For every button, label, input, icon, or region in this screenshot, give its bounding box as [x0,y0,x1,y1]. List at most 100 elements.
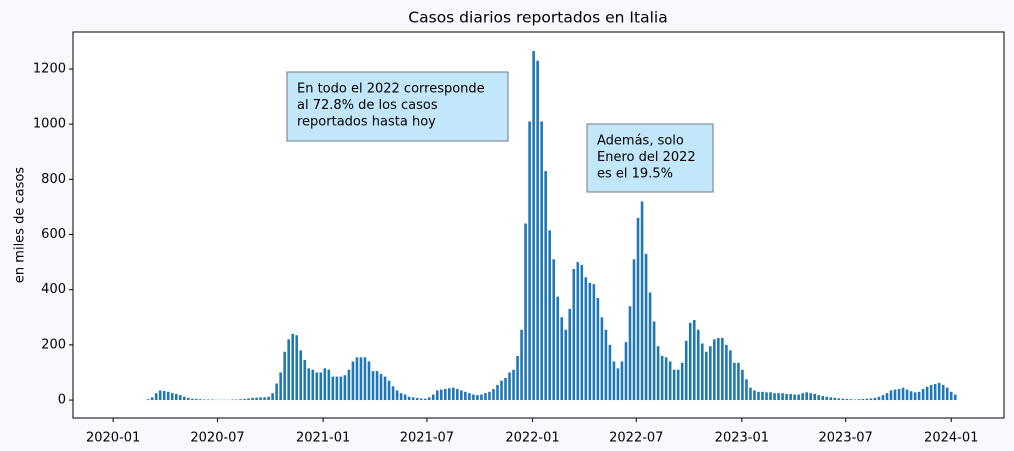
y-tick-label: 400 [41,282,66,297]
bar [789,393,792,401]
bar [460,390,463,401]
bar [676,369,680,401]
bar [355,357,359,401]
bar [568,309,572,401]
bar [709,346,712,401]
bar [905,389,909,401]
bar [484,393,487,401]
bar [439,389,443,401]
bar [174,393,178,401]
bar [548,230,551,401]
bar [476,395,479,401]
bar [391,386,395,401]
bar [399,393,403,401]
bar [540,121,543,401]
bar [500,380,503,401]
bar [339,376,343,401]
y-tick-label: 1200 [33,61,66,76]
bar [335,376,339,401]
bar [725,344,728,401]
bar [315,372,319,401]
bar [829,397,833,401]
bar [765,392,768,401]
bar [178,395,182,401]
bar [323,368,327,401]
bar [672,369,676,401]
x-tick-label: 2021-07 [400,431,454,446]
y-tick-label: 200 [41,337,66,352]
plot-frame [72,31,1005,419]
bar [472,394,475,401]
bar [885,393,889,401]
bar [881,395,885,401]
bar [556,296,560,401]
bar [191,398,194,401]
bar [464,391,467,401]
bar [620,361,624,401]
bar [207,399,210,401]
bar [532,51,535,401]
x-tick-label: 2022-07 [609,431,663,446]
bar [845,398,849,401]
bar [379,373,383,401]
bar [913,392,917,401]
annotation-text: es el 19.5% [597,167,673,182]
bar [520,329,523,401]
bar [741,369,744,401]
bar [395,390,399,401]
bar [259,397,262,401]
x-tick-label: 2020-07 [190,431,244,446]
bar [158,390,162,401]
y-tick-label: 1000 [33,117,66,132]
bar [403,394,407,401]
bar [917,391,921,401]
bar [596,297,600,401]
bar [933,384,937,401]
bar [504,377,507,401]
bar [343,375,347,401]
bar [729,350,732,401]
bar [889,390,893,401]
bar [452,387,455,401]
bar [544,171,547,401]
bar [684,340,688,401]
bar [419,398,423,401]
bar [777,393,780,401]
bar [837,398,841,401]
chart-title: Casos diarios reportados en Italia [408,9,667,27]
bar [704,351,708,401]
bar [435,390,439,401]
bar [793,394,796,401]
bar [456,389,459,401]
bar [415,397,419,401]
bar [211,399,214,401]
bar [351,361,355,401]
bar [146,399,150,401]
bar [700,343,704,401]
x-tick-label: 2020-01 [86,431,140,446]
bar [255,397,258,401]
x-tick-label: 2021-01 [296,431,350,446]
bar [949,391,953,401]
bar [753,390,756,401]
bar [552,259,556,401]
bar [692,320,696,401]
bar [785,393,788,401]
bar [801,393,804,401]
bar [367,361,371,401]
bar [247,398,250,401]
y-tick-label: 0 [58,393,66,408]
bar [608,344,612,401]
bar [536,60,539,401]
bar [749,387,752,401]
bar [327,369,331,401]
bar [564,329,568,401]
bar [319,372,323,401]
bar [496,384,499,401]
bar [717,337,720,401]
bar [359,357,363,401]
x-tick-label: 2023-01 [715,431,769,446]
bar [612,361,616,401]
bar [170,393,174,401]
bar [347,369,351,401]
